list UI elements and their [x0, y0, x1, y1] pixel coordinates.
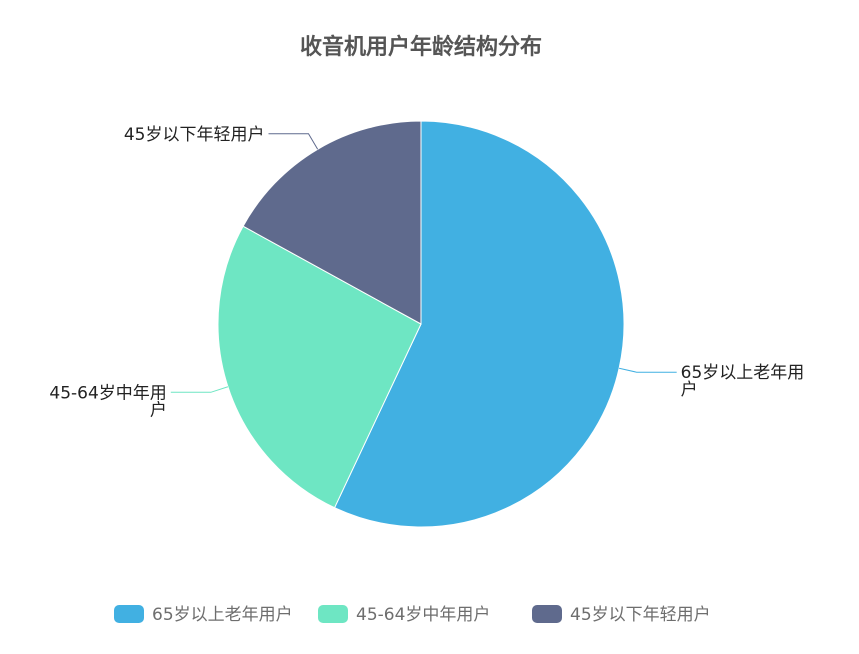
- slice-label-1: 65岁以上老年用户: [681, 363, 805, 400]
- legend-swatch-2[interactable]: [318, 605, 348, 623]
- slice-3[interactable]: [242, 120, 422, 325]
- leader-line-3: [268, 133, 319, 150]
- pie-slices: [217, 120, 625, 528]
- chart-title: 收音机用户年龄结构分布: [300, 34, 542, 60]
- leader-line-1: [619, 367, 677, 373]
- slice-1[interactable]: [333, 120, 625, 528]
- legend-swatch-1[interactable]: [114, 605, 144, 623]
- legend-swatch-3[interactable]: [532, 605, 562, 623]
- slice-label-2: 45-64岁中年用户: [49, 383, 166, 420]
- leader-line-2: [170, 386, 229, 393]
- legend-label-1[interactable]: 65岁以上老年用户: [152, 605, 293, 625]
- legend-label-2[interactable]: 45-64岁中年用户: [356, 605, 490, 625]
- legend-label-3[interactable]: 45岁以下年轻用户: [570, 605, 711, 625]
- slice-labels: 65岁以上老年用户 45-64岁中年用户 45岁以下年轻用户: [49, 125, 804, 421]
- legend: 65岁以上老年用户 45-64岁中年用户 45岁以下年轻用户: [114, 605, 711, 625]
- slice-label-3: 45岁以下年轻用户: [124, 125, 265, 145]
